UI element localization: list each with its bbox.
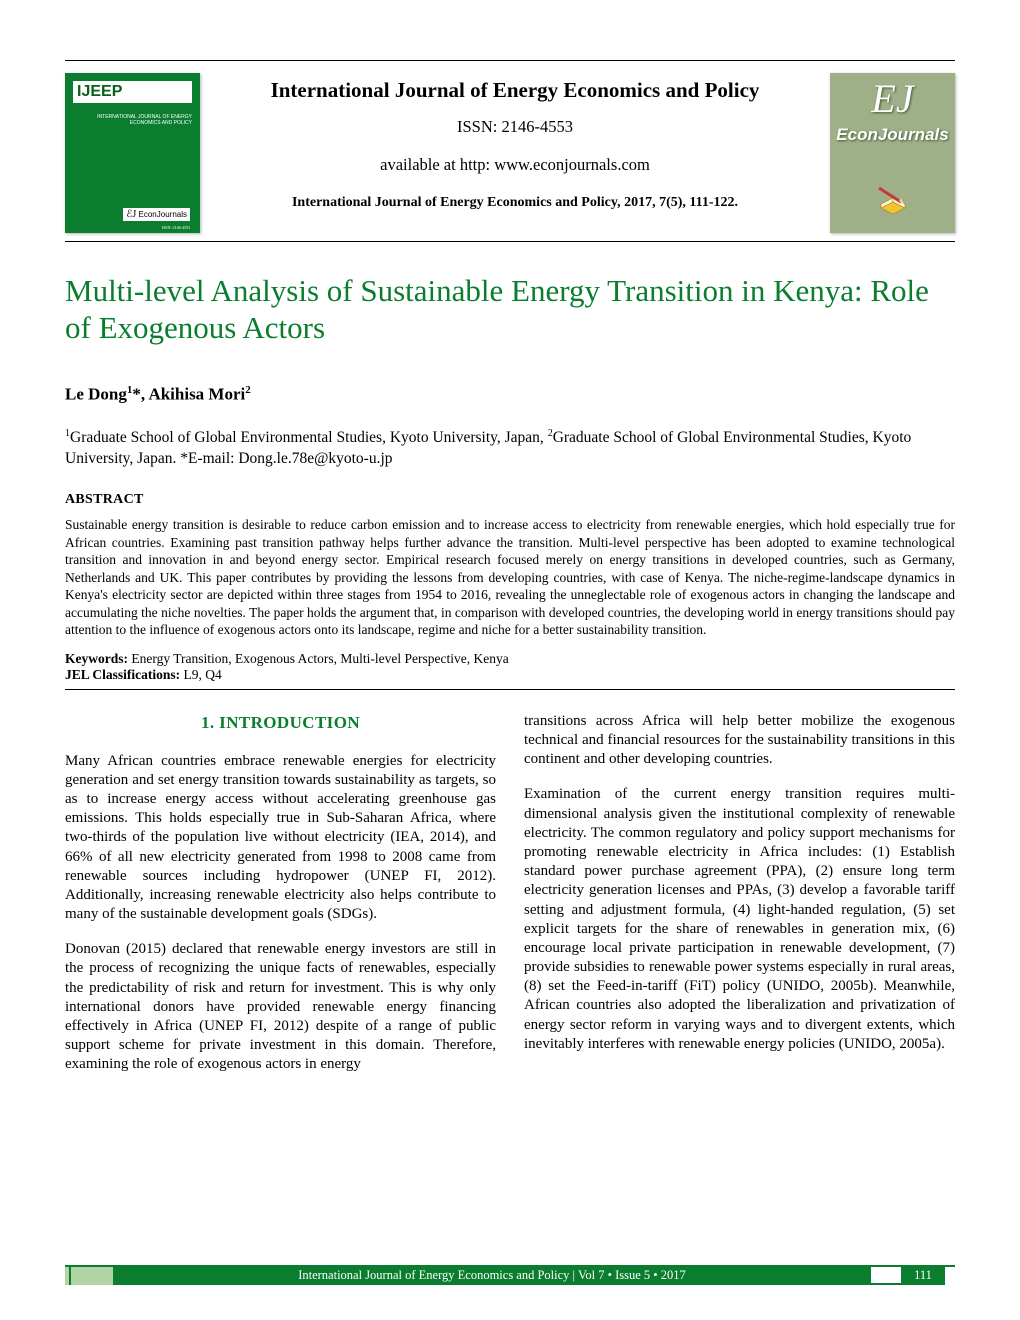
footer-main-text: International Journal of Energy Economic… xyxy=(113,1265,871,1285)
cover-issn-small: ISSN: 2146-4553 xyxy=(162,225,190,230)
cover-ijeep-label: IJEEP xyxy=(73,81,192,103)
journal-cover-thumb: IJEEP INTERNATIONAL JOURNAL OF ENERGY EC… xyxy=(65,73,200,233)
ej-logo-icon: EJ xyxy=(830,81,955,117)
left-column: 1. INTRODUCTION Many African countries e… xyxy=(65,712,496,1091)
cover-ej-text: EconJournals xyxy=(139,210,187,219)
footer-page-number: 111 xyxy=(901,1265,945,1285)
page: IJEEP INTERNATIONAL JOURNAL OF ENERGY EC… xyxy=(0,0,1020,1320)
right-para-2: Examination of the current energy transi… xyxy=(524,785,955,1054)
cover-subtitle: INTERNATIONAL JOURNAL OF ENERGY ECONOMIC… xyxy=(73,115,192,126)
left-para-1: Many African countries embrace renewable… xyxy=(65,752,496,925)
jel-text: L9, Q4 xyxy=(180,667,222,682)
article-title: Multi-level Analysis of Sustainable Ener… xyxy=(65,272,955,346)
abstract-label: ABSTRACT xyxy=(65,492,955,508)
footer-left-accent xyxy=(65,1265,113,1285)
author-1-sup: 1 xyxy=(127,384,133,396)
jel-label: JEL Classifications: xyxy=(65,667,180,682)
available-line: available at http: www.econjournals.com xyxy=(218,155,812,175)
issn-line: ISSN: 2146-4553 xyxy=(218,117,812,137)
author-2: Akihisa Mori xyxy=(148,385,245,404)
keywords-label: Keywords: xyxy=(65,651,128,666)
author-2-sup: 2 xyxy=(245,384,251,396)
cover-ej-badge: ℰJ EconJournals xyxy=(123,208,190,221)
left-para-2: Donovan (2015) declared that renewable e… xyxy=(65,940,496,1074)
abstract-bottom-rule xyxy=(65,689,955,690)
journal-name: International Journal of Energy Economic… xyxy=(218,77,812,103)
body-columns: 1. INTRODUCTION Many African countries e… xyxy=(65,712,955,1091)
authors: Le Dong1*, Akihisa Mori2 xyxy=(65,384,955,405)
right-para-1: transitions across Africa will help bett… xyxy=(524,712,955,770)
book-pencil-icon xyxy=(873,180,913,215)
keywords-line: Keywords: Energy Transition, Exogenous A… xyxy=(65,651,955,683)
intro-heading: 1. INTRODUCTION xyxy=(65,712,496,734)
header-center: International Journal of Energy Economic… xyxy=(200,73,830,211)
right-column: transitions across Africa will help bett… xyxy=(524,712,955,1091)
author-1: Le Dong xyxy=(65,385,127,404)
keywords-text: Energy Transition, Exogenous Actors, Mul… xyxy=(128,651,509,666)
affiliations: 1Graduate School of Global Environmental… xyxy=(65,427,955,470)
citation-line: International Journal of Energy Economic… xyxy=(218,195,812,211)
publisher-logo-box: EJ EconJournals xyxy=(830,73,955,233)
ej-logo-text: EconJournals xyxy=(830,125,955,145)
footer-bar: International Journal of Energy Economic… xyxy=(65,1265,955,1285)
footer-right-accent xyxy=(945,1265,955,1285)
header-bottom-rule xyxy=(65,241,955,242)
header-block: IJEEP INTERNATIONAL JOURNAL OF ENERGY EC… xyxy=(65,61,955,241)
abstract-body: Sustainable energy transition is desirab… xyxy=(65,516,955,639)
affil-1: Graduate School of Global Environmental … xyxy=(70,429,548,446)
footer-gap xyxy=(871,1265,901,1285)
